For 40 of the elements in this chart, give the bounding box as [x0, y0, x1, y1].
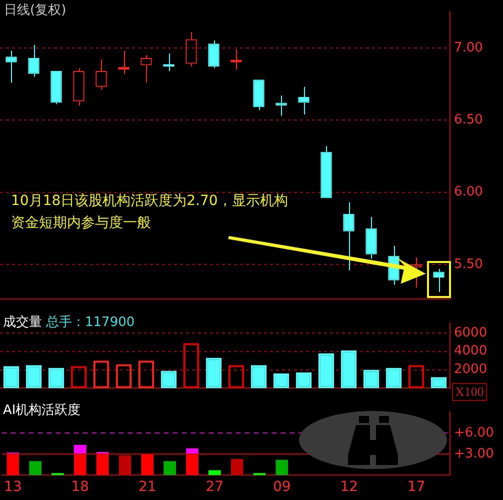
bar — [141, 454, 154, 476]
y-tick-label: 6000 — [454, 325, 488, 340]
candlestick — [6, 50, 17, 84]
y-tick-label: 2000 — [454, 362, 488, 378]
bar — [208, 470, 221, 476]
candlestick — [320, 146, 332, 198]
bar — [276, 460, 288, 476]
bar — [164, 461, 176, 476]
bar — [186, 448, 198, 454]
x-tick-label: 18 — [71, 479, 90, 496]
bar — [74, 454, 86, 476]
bar — [96, 454, 109, 476]
bar — [6, 454, 20, 476]
x-tick-label: 27 — [206, 479, 224, 496]
chart-title: AI机构活跃度 — [3, 402, 81, 419]
bar — [29, 461, 42, 476]
candlestick — [208, 40, 220, 69]
x-tick-label: 12 — [340, 479, 358, 496]
candlestick — [433, 268, 444, 292]
x-tick-label: 17 — [407, 479, 426, 496]
candlestick — [366, 216, 377, 260]
y-tick-label: 5.50 — [454, 256, 483, 272]
x-tick-label: 13 — [4, 479, 22, 496]
y-tick-label: +3.00 — [454, 446, 494, 462]
candlestick — [298, 86, 310, 115]
text: X100 — [452, 383, 487, 401]
bar — [186, 454, 198, 476]
candlestick — [253, 80, 264, 111]
annotation: 10月18日该股机构活跃度为2.70，显示机构资金短期内参与度一般 — [11, 192, 289, 233]
y-tick-label: 4000 — [454, 344, 488, 359]
x-tick-label: 09 — [272, 479, 291, 496]
y-tick-label: +6.00 — [454, 425, 494, 440]
chart-title: 成交量 — [3, 315, 42, 330]
y-tick-label: 7.00 — [454, 40, 483, 56]
y-tick-label: 6.50 — [454, 112, 483, 128]
y-tick-label: 6.00 — [454, 184, 483, 200]
bar — [74, 444, 86, 454]
chart-subtitle: 总手：117900 — [46, 315, 135, 330]
x-tick-label: 21 — [138, 479, 156, 496]
chart-title: 日线(复权) — [4, 2, 66, 19]
